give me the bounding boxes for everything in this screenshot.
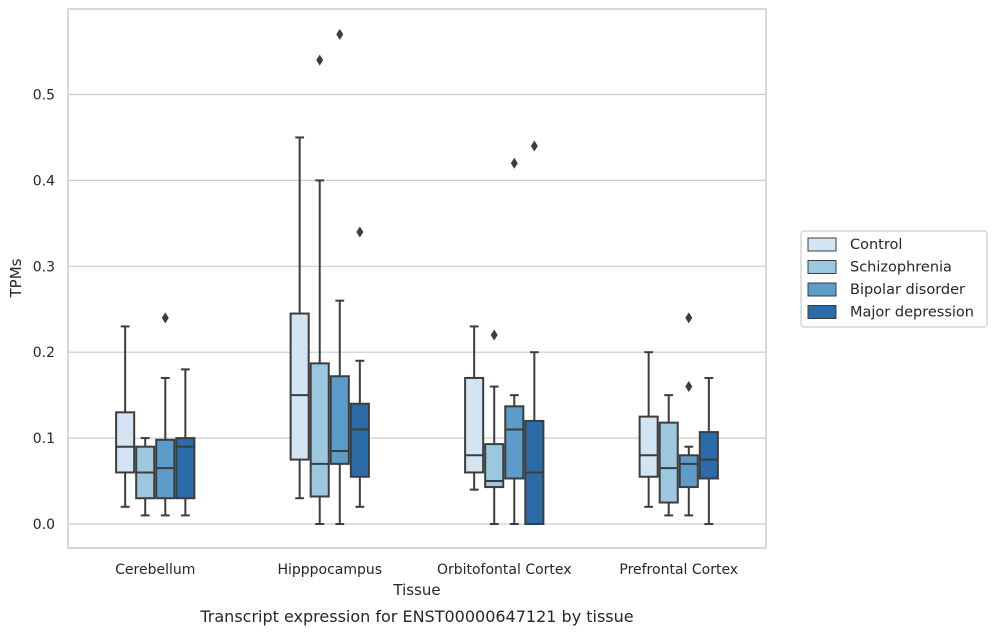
box-body bbox=[329, 375, 350, 465]
box-1-3 bbox=[349, 226, 370, 508]
box-body bbox=[484, 443, 505, 489]
y-axis-label: TPMs bbox=[7, 258, 25, 298]
legend-label: Major depression bbox=[850, 305, 974, 321]
outlier-point bbox=[685, 312, 693, 324]
box-2-1 bbox=[484, 329, 505, 525]
x-tick-label: Hipppocampus bbox=[277, 562, 382, 578]
box-body bbox=[504, 405, 525, 480]
legend-label: Bipolar disorder bbox=[850, 282, 965, 298]
legend-swatch bbox=[807, 237, 837, 252]
plot-frame bbox=[67, 8, 767, 549]
legend: Control Schizophrenia Bipolar disorder Majo… bbox=[800, 230, 988, 328]
y-axis-ticks: 0.0 0.1 0.2 0.3 0.4 0.5 bbox=[33, 88, 55, 534]
box-1-1 bbox=[309, 54, 330, 525]
legend-label: Schizophrenia bbox=[850, 260, 952, 276]
box-body bbox=[638, 415, 659, 478]
box-3-2 bbox=[678, 312, 699, 517]
y-tick-label: 0.5 bbox=[33, 88, 55, 104]
box-body bbox=[175, 437, 196, 500]
box-3-3 bbox=[698, 376, 719, 525]
x-tick-label: Orbitofontal Cortex bbox=[437, 562, 572, 578]
box-2-2 bbox=[504, 157, 525, 525]
outlier-point bbox=[316, 54, 324, 66]
x-axis-label: Tissue bbox=[392, 581, 440, 599]
legend-swatch bbox=[807, 282, 837, 297]
x-tick-label: Prefrontal Cortex bbox=[619, 562, 738, 578]
outlier-point bbox=[490, 329, 498, 341]
box-3-1 bbox=[658, 394, 679, 517]
y-tick-label: 0.3 bbox=[33, 259, 55, 275]
box-body bbox=[115, 411, 136, 474]
y-tick-label: 0.1 bbox=[33, 431, 55, 447]
outlier-point bbox=[685, 381, 693, 393]
box-2-3 bbox=[524, 140, 545, 526]
box-body bbox=[289, 312, 310, 461]
y-tick-label: 0.4 bbox=[33, 173, 55, 189]
outlier-point bbox=[510, 157, 518, 169]
outlier-point bbox=[356, 226, 364, 238]
legend-label: Control bbox=[850, 237, 902, 253]
outlier-point bbox=[161, 312, 169, 324]
box-body bbox=[658, 421, 679, 504]
box-body bbox=[309, 362, 330, 498]
outlier-point bbox=[336, 28, 344, 40]
y-tick-label: 0.0 bbox=[33, 517, 55, 533]
figure-caption: Transcript expression for ENST0000064712… bbox=[199, 607, 633, 626]
box-0-1 bbox=[135, 437, 156, 517]
outlier-point bbox=[530, 140, 538, 152]
box-body bbox=[678, 454, 699, 489]
legend-frame bbox=[800, 230, 988, 328]
legend-swatch bbox=[807, 260, 837, 274]
box-body bbox=[698, 431, 719, 480]
box-1-0 bbox=[289, 136, 310, 500]
y-tick-label: 0.2 bbox=[33, 345, 55, 361]
box-0-0 bbox=[115, 325, 136, 508]
box-body bbox=[349, 402, 370, 478]
legend-swatch bbox=[807, 305, 837, 319]
box-0-3 bbox=[175, 368, 196, 517]
boxes bbox=[115, 28, 719, 526]
x-axis-ticks: Cerebellum Hipppocampus Orbitofontal Corte… bbox=[115, 562, 738, 578]
box-body bbox=[464, 376, 485, 474]
box-2-0 bbox=[464, 325, 485, 491]
box-0-2 bbox=[155, 312, 176, 517]
box-3-0 bbox=[638, 351, 659, 508]
x-tick-label: Cerebellum bbox=[115, 562, 195, 578]
box-1-2 bbox=[329, 28, 350, 525]
